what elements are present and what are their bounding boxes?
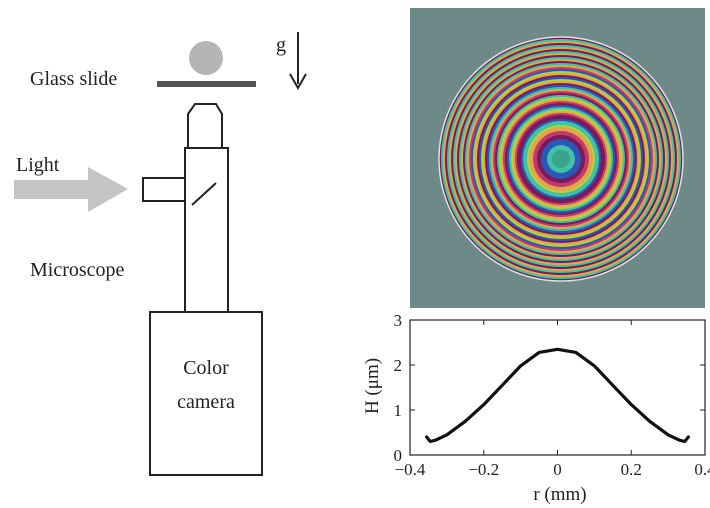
beam-splitter (191, 182, 217, 206)
light-arrow-head (88, 167, 128, 212)
camera-label-line1: Color (183, 357, 229, 379)
chart-marks: −0.4 −0.2 0 0.2 0.4 0 1 2 3 (394, 311, 710, 479)
gravity-arrow-head (289, 73, 307, 91)
microscope-tube (184, 147, 229, 313)
x-tick-label: −0.2 (468, 460, 499, 479)
x-tick-label: 0.4 (694, 460, 710, 479)
gravity-label: g (276, 34, 286, 56)
droplet (189, 41, 223, 75)
y-tick-label: 0 (394, 446, 403, 465)
light-arrow-shaft (14, 180, 92, 199)
fringe-center-spot (552, 150, 570, 168)
light-port (142, 177, 186, 202)
y-tick-label: 2 (394, 356, 403, 375)
x-tick-label: −0.4 (395, 460, 426, 479)
height-profile-chart: −0.4 −0.2 0 0.2 0.4 0 1 2 3 H (μm) r (mm) (362, 311, 710, 505)
y-axis-label: H (μm) (362, 358, 383, 414)
fringe-rings (439, 37, 683, 281)
color-camera (149, 311, 263, 476)
x-axis-label: r (mm) (533, 484, 586, 505)
microscope-label: Microscope (30, 259, 125, 281)
objective-lens (187, 103, 223, 149)
y-tick-label: 1 (394, 401, 403, 420)
x-tick-label: 0 (553, 460, 562, 479)
glass-slide (157, 81, 256, 87)
droplet-contact-line (438, 36, 684, 282)
height-profile-line (425, 347, 690, 444)
plot-frame (409, 319, 706, 456)
y-tick-label: 3 (394, 311, 403, 330)
setup-schematic (14, 32, 307, 476)
fringe-image (410, 8, 705, 308)
camera-label-line2: camera (177, 391, 235, 413)
x-tick-label: 0.2 (621, 460, 642, 479)
glass-slide-label: Glass slide (30, 68, 118, 90)
light-label: Light (16, 154, 60, 176)
